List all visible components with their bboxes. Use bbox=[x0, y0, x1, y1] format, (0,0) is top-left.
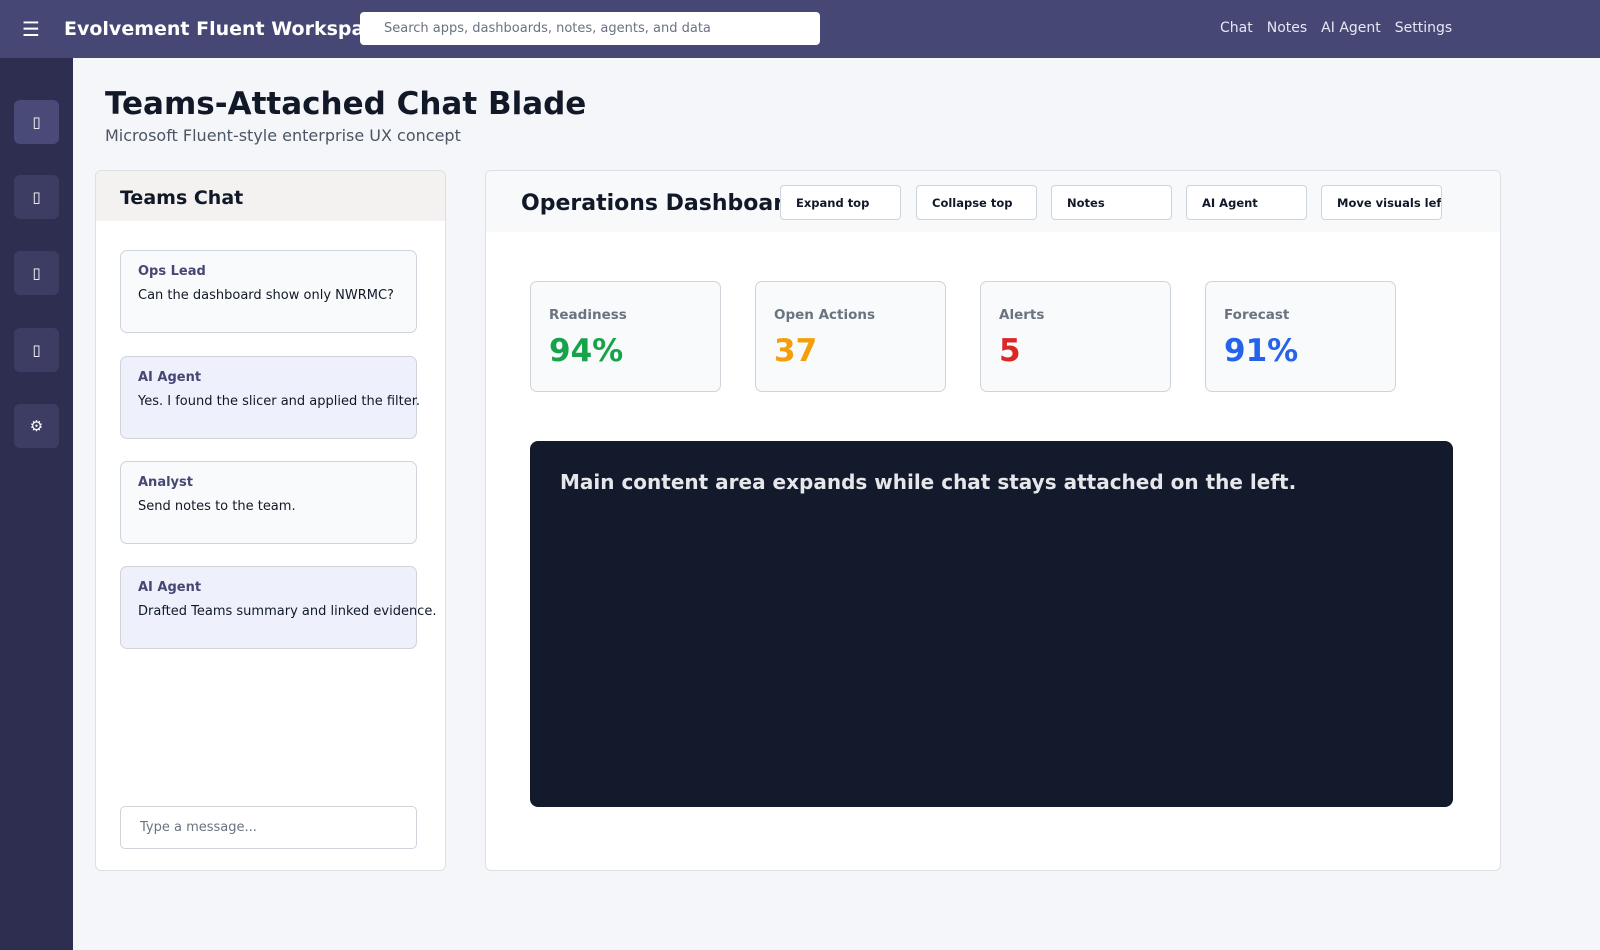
kpi-card-readiness: Readiness 94% bbox=[530, 281, 721, 392]
nav-notes[interactable]: Notes bbox=[1266, 20, 1308, 36]
message-text: Yes. I found the slicer and applied the … bbox=[138, 394, 421, 409]
chat-message: AI Agent Drafted Teams summary and linke… bbox=[120, 566, 437, 649]
rail-dashboard-icon[interactable]: ▯ bbox=[14, 328, 59, 372]
chat-panel-title: Teams Chat bbox=[96, 171, 445, 221]
dashboard-title: Operations Dashboard bbox=[521, 191, 787, 216]
kpi-value: 94% bbox=[549, 333, 624, 369]
chat-message-input[interactable] bbox=[120, 806, 417, 849]
visual-caption: Main content area expands while chat sta… bbox=[560, 470, 1297, 494]
chat-message: Analyst Send notes to the team. bbox=[120, 461, 417, 544]
kpi-label: Readiness bbox=[549, 307, 627, 323]
move-visuals-left-button[interactable]: Move visuals left bbox=[1321, 185, 1442, 220]
chat-message: AI Agent Yes. I found the slicer and app… bbox=[120, 356, 421, 439]
kpi-label: Open Actions bbox=[774, 307, 876, 323]
expand-top-button[interactable]: Expand top bbox=[780, 185, 901, 220]
dashboard-header: Operations Dashboard Expand top Collapse… bbox=[486, 171, 1500, 232]
message-text: Send notes to the team. bbox=[138, 499, 296, 514]
ai-agent-button[interactable]: AI Agent bbox=[1186, 185, 1307, 220]
kpi-label: Alerts bbox=[999, 307, 1045, 323]
kpi-label: Forecast bbox=[1224, 307, 1290, 323]
collapse-top-button[interactable]: Collapse top bbox=[916, 185, 1037, 220]
notes-button[interactable]: Notes bbox=[1051, 185, 1172, 220]
nav-chat[interactable]: Chat bbox=[1220, 20, 1253, 36]
nav-settings[interactable]: Settings bbox=[1394, 20, 1453, 36]
top-nav: Chat Notes AI Agent Settings bbox=[1220, 16, 1452, 40]
nav-ai-agent[interactable]: AI Agent bbox=[1321, 20, 1381, 36]
rail-notes-icon[interactable]: ▯ bbox=[14, 175, 59, 219]
teams-chat-panel: Teams Chat Ops Lead Can the dashboard sh… bbox=[95, 170, 446, 871]
rail-gear-icon[interactable]: ⚙ bbox=[14, 404, 59, 448]
hamburger-menu-icon[interactable]: ☰ bbox=[22, 17, 40, 41]
operations-dashboard-panel: Operations Dashboard Expand top Collapse… bbox=[485, 170, 1501, 871]
kpi-value: 5 bbox=[999, 333, 1021, 369]
kpi-value: 91% bbox=[1224, 333, 1299, 369]
kpi-value: 37 bbox=[774, 333, 818, 369]
app-title: Evolvement Fluent Workspace bbox=[64, 18, 360, 40]
message-text: Can the dashboard show only NWRMC? bbox=[138, 288, 394, 303]
message-author: AI Agent bbox=[138, 580, 202, 595]
kpi-card-alerts: Alerts 5 bbox=[980, 281, 1171, 392]
message-author: Ops Lead bbox=[138, 264, 206, 279]
kpi-card-forecast: Forecast 91% bbox=[1205, 281, 1396, 392]
message-text: Drafted Teams summary and linked evidenc… bbox=[138, 604, 437, 619]
page-subtitle: Microsoft Fluent-style enterprise UX con… bbox=[105, 126, 461, 145]
rail-chat-icon[interactable]: ▯ bbox=[14, 100, 59, 144]
main-visual-area: Main content area expands while chat sta… bbox=[530, 441, 1453, 807]
kpi-card-open-actions: Open Actions 37 bbox=[755, 281, 946, 392]
chat-message: Ops Lead Can the dashboard show only NWR… bbox=[120, 250, 417, 333]
left-rail: ▯ ▯ ▯ ▯ ⚙ bbox=[0, 58, 73, 950]
message-author: AI Agent bbox=[138, 370, 202, 385]
search-input[interactable] bbox=[360, 12, 820, 45]
rail-agent-icon[interactable]: ▯ bbox=[14, 251, 59, 295]
page-title: Teams-Attached Chat Blade bbox=[105, 86, 587, 122]
message-author: Analyst bbox=[138, 475, 193, 490]
top-bar: ☰ Evolvement Fluent Workspace Chat Notes… bbox=[0, 0, 1600, 58]
